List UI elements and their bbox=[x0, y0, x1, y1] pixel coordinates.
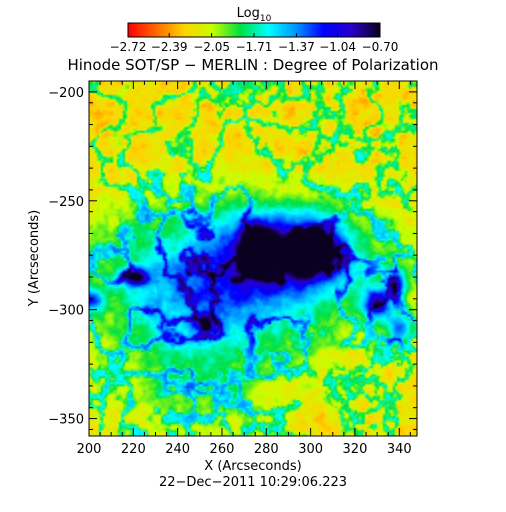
colorbar-tick-label: −2.72 bbox=[110, 40, 147, 54]
polarization-heatmap bbox=[89, 81, 417, 436]
colorbar-ticks: −2.72 −2.39 −2.05 −1.71 −1.37 −1.04 −0.70 bbox=[110, 33, 399, 54]
x-tick-label: 300 bbox=[298, 442, 323, 457]
y-tick-label: −200 bbox=[48, 86, 84, 101]
colorbar-tick-label: −2.39 bbox=[151, 40, 188, 54]
plot-frame bbox=[88, 80, 418, 437]
colorbar-tick-label: −1.71 bbox=[236, 40, 273, 54]
x-tick-label: 200 bbox=[77, 442, 102, 457]
chart-title: Hinode SOT/SP − MERLIN : Degree of Polar… bbox=[67, 56, 438, 74]
y-tick-label: −350 bbox=[48, 413, 84, 428]
y-axis-label: Y (Arcseconds) bbox=[27, 210, 42, 307]
x-tick-label: 340 bbox=[387, 442, 412, 457]
x-tick-label: 260 bbox=[210, 442, 235, 457]
y-tick-label: −250 bbox=[48, 195, 84, 210]
colorbar-tick-label: −1.04 bbox=[319, 40, 356, 54]
y-axis: −200 −250 −300 −350 bbox=[48, 80, 417, 430]
colorbar-title: Log10 bbox=[237, 6, 272, 24]
x-axis-label: X (Arcseconds) bbox=[204, 459, 301, 474]
x-tick-label: 320 bbox=[343, 442, 368, 457]
x-axis: 200 220 240 260 280 300 320 340 bbox=[77, 81, 412, 457]
colorbar-gradient bbox=[128, 23, 380, 37]
y-tick-label: −300 bbox=[48, 304, 84, 319]
x-tick-label: 240 bbox=[165, 442, 190, 457]
colorbar-tick-label: −2.05 bbox=[193, 40, 230, 54]
colorbar-tick-label: −1.37 bbox=[278, 40, 315, 54]
x-tick-label: 280 bbox=[254, 442, 279, 457]
colorbar-tick-label: −0.70 bbox=[362, 40, 399, 54]
timestamp: 22−Dec−2011 10:29:06.223 bbox=[159, 475, 347, 490]
x-tick-label: 220 bbox=[121, 442, 146, 457]
